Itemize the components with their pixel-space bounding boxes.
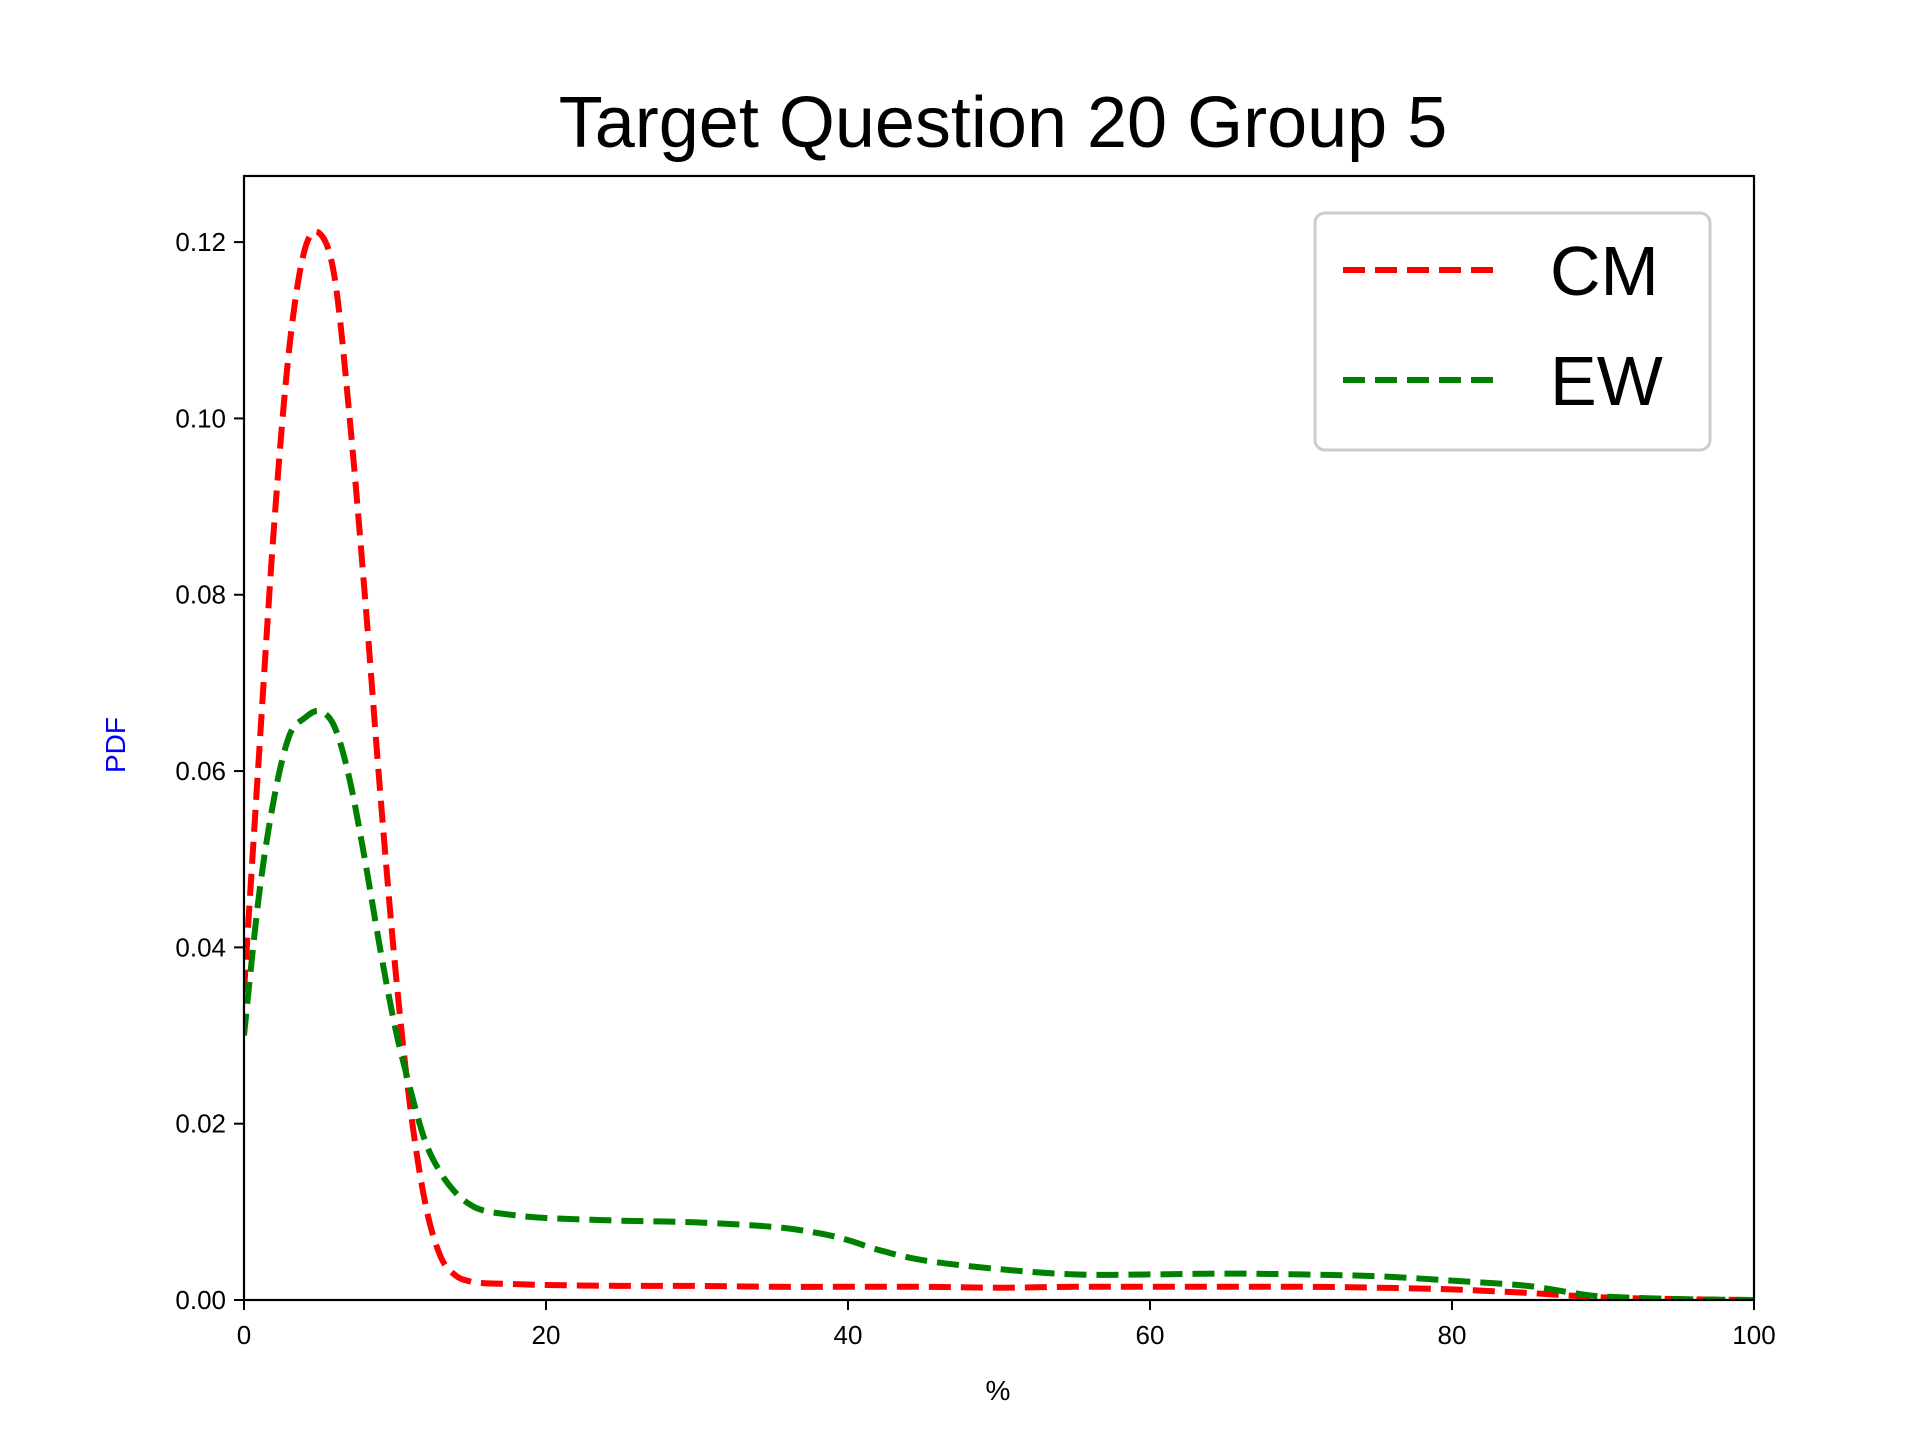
x-tick-label: 0 (237, 1320, 251, 1350)
plot-frame (242, 174, 1756, 1302)
axes: 0 20 40 60 80 100 0.00 0.02 0.04 0.06 0.08 0.10 0.12 (175, 174, 1776, 1350)
series-line-ew (244, 707, 1754, 1300)
y-tick-label: 0.04 (175, 932, 226, 962)
y-tick-label: 0.10 (175, 403, 226, 433)
legend: CM EW (1313, 211, 1712, 452)
x-axis-label: % (986, 1375, 1011, 1406)
x-tick-label: 80 (1438, 1320, 1467, 1350)
x-tick-label: 100 (1732, 1320, 1775, 1350)
y-tick-label: 0.00 (175, 1285, 226, 1315)
y-tick-label: 0.06 (175, 756, 226, 786)
y-tick-label: 0.08 (175, 580, 226, 610)
y-tick-label: 0.12 (175, 227, 226, 257)
plot-area (244, 228, 1754, 1300)
y-axis-label: PDF (100, 717, 131, 773)
x-tick-label: 20 (532, 1320, 561, 1350)
chart-title: Target Question 20 Group 5 (559, 83, 1448, 163)
legend-label-cm: CM (1550, 232, 1659, 310)
y-tick-label: 0.02 (175, 1109, 226, 1139)
series-line-cm (244, 228, 1754, 1300)
legend-label-ew: EW (1550, 342, 1663, 420)
x-tick-label: 40 (834, 1320, 863, 1350)
x-tick-label: 60 (1136, 1320, 1165, 1350)
